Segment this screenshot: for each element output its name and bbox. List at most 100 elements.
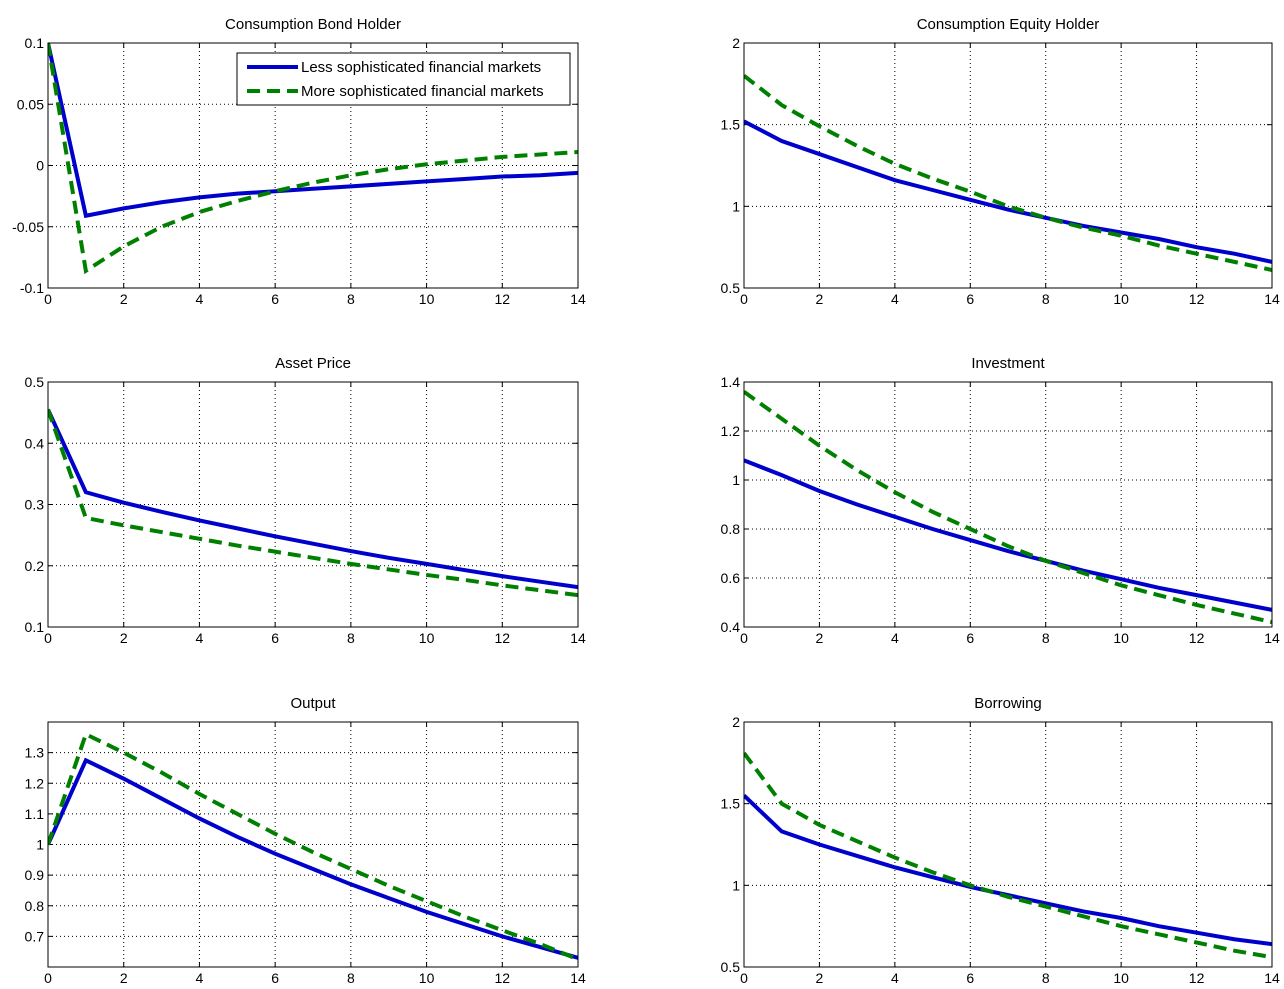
y-tick-label: 0.5 xyxy=(721,959,741,975)
series-line-more-sophisticated xyxy=(744,751,1272,960)
legend-label: More sophisticated financial markets xyxy=(301,83,544,100)
x-tick-label: 14 xyxy=(1264,630,1280,646)
chart-panel-6: 0 2 4 6 8 10 12 14 0.5 1 1.5 2 Borrowing xyxy=(721,695,1280,986)
legend-label: Less sophisticated financial markets xyxy=(301,59,541,76)
x-tick-label: 2 xyxy=(120,630,128,646)
x-tick-label: 0 xyxy=(740,970,748,986)
y-tick-label: 0.5 xyxy=(721,280,741,296)
y-tick-label: 0 xyxy=(36,158,44,174)
x-tick-label: 14 xyxy=(1264,970,1280,986)
plot-area xyxy=(744,43,1272,288)
plot-area xyxy=(744,722,1272,967)
x-tick-label: 8 xyxy=(1042,630,1050,646)
y-tick-label: 0.1 xyxy=(25,35,45,51)
x-tick-label: 0 xyxy=(44,970,52,986)
y-tick-label: -0.1 xyxy=(20,280,44,296)
y-tick-label: 1 xyxy=(732,472,740,488)
x-tick-label: 12 xyxy=(494,970,510,986)
x-tick-label: 14 xyxy=(570,630,586,646)
plot-area xyxy=(744,382,1272,627)
y-tick-label: 2 xyxy=(732,714,740,730)
y-tick-label: 0.7 xyxy=(25,928,45,944)
chart-title: Consumption Equity Holder xyxy=(917,16,1100,33)
legend: Less sophisticated financial markets More… xyxy=(236,52,571,106)
chart-panel-5: 0 2 4 6 8 10 12 14 0.7 0.8 0.9 1 1.1 1.2 1.3 Output xyxy=(25,695,586,986)
x-tick-label: 12 xyxy=(1189,630,1205,646)
y-tick-label: 1.2 xyxy=(721,423,741,439)
x-tick-label: 10 xyxy=(419,970,435,986)
y-tick-label: 0.3 xyxy=(25,497,45,513)
x-tick-label: 4 xyxy=(196,291,204,307)
x-tick-label: 8 xyxy=(1042,291,1050,307)
y-tick-label: 1 xyxy=(732,877,740,893)
axes-frame xyxy=(743,721,1273,968)
axes-frame xyxy=(47,42,579,289)
x-tick-label: 10 xyxy=(1113,970,1129,986)
x-tick-label: 6 xyxy=(271,970,279,986)
chart-title: Investment xyxy=(971,355,1045,372)
series-line-more-sophisticated xyxy=(744,390,1272,625)
chart-panel-2: 0 2 4 6 8 10 12 14 0.5 1 1.5 2 Consumption Equity Ho… xyxy=(721,16,1280,307)
x-tick-label: 14 xyxy=(570,970,586,986)
x-tick-label: 0 xyxy=(44,291,52,307)
x-tick-label: 10 xyxy=(419,291,435,307)
series-line-more-sophisticated xyxy=(48,43,578,275)
axes-frame xyxy=(743,381,1273,628)
y-tick-label: 1.1 xyxy=(25,806,45,822)
y-tick-label: 1.5 xyxy=(721,796,741,812)
series-line-more-sophisticated xyxy=(744,74,1272,272)
x-tick-label: 4 xyxy=(196,630,204,646)
legend-box xyxy=(236,52,571,106)
y-tick-label: 1.4 xyxy=(721,374,741,390)
y-tick-label: 0.2 xyxy=(25,558,45,574)
x-tick-label: 2 xyxy=(120,291,128,307)
chart-title: Consumption Bond Holder xyxy=(225,16,401,33)
y-tick-label: 0.5 xyxy=(25,374,45,390)
y-tick-label: 0.8 xyxy=(721,521,741,537)
series-line-less-sophisticated xyxy=(48,43,578,219)
y-tick-label: 2 xyxy=(732,35,740,51)
x-tick-label: 12 xyxy=(494,291,510,307)
x-tick-label: 2 xyxy=(120,970,128,986)
y-tick-label: 1.5 xyxy=(721,117,741,133)
x-tick-label: 6 xyxy=(271,291,279,307)
axes-frame xyxy=(47,381,579,628)
chart-title: Borrowing xyxy=(974,695,1042,712)
x-tick-label: 8 xyxy=(1042,970,1050,986)
x-tick-label: 4 xyxy=(891,630,899,646)
x-tick-label: 0 xyxy=(740,291,748,307)
x-tick-label: 0 xyxy=(740,630,748,646)
x-tick-label: 2 xyxy=(816,630,824,646)
x-tick-label: 6 xyxy=(966,970,974,986)
x-tick-label: 14 xyxy=(570,291,586,307)
x-tick-label: 10 xyxy=(1113,630,1129,646)
series-line-less-sophisticated xyxy=(744,458,1272,612)
y-tick-label: 0.8 xyxy=(25,898,45,914)
x-tick-label: 8 xyxy=(347,630,355,646)
x-tick-label: 0 xyxy=(44,630,52,646)
y-tick-label: 0.05 xyxy=(17,96,44,112)
x-tick-label: 2 xyxy=(816,970,824,986)
y-tick-label: 0.4 xyxy=(25,435,45,451)
x-tick-label: 6 xyxy=(966,291,974,307)
y-tick-label: 0.4 xyxy=(721,619,741,635)
series-line-less-sophisticated xyxy=(744,119,1272,264)
chart-panel-3: 0 2 4 6 8 10 12 14 0.1 0.2 0.3 0.4 0.5 Asset Price xyxy=(25,355,586,646)
series-line-less-sophisticated xyxy=(48,408,578,590)
axes-frame xyxy=(47,721,579,968)
chart-panel-4: 0 2 4 6 8 10 12 14 0.4 0.6 0.8 1 1.2 1.4 Investment xyxy=(721,355,1280,646)
y-tick-label: -0.05 xyxy=(12,219,44,235)
x-tick-label: 8 xyxy=(347,970,355,986)
x-tick-label: 10 xyxy=(419,630,435,646)
y-tick-label: 0.6 xyxy=(721,570,741,586)
x-tick-label: 4 xyxy=(891,970,899,986)
x-tick-label: 6 xyxy=(271,630,279,646)
x-tick-label: 12 xyxy=(494,630,510,646)
series-line-more-sophisticated xyxy=(48,731,578,962)
y-tick-label: 1.2 xyxy=(25,775,45,791)
x-tick-label: 10 xyxy=(1113,291,1129,307)
x-tick-label: 4 xyxy=(891,291,899,307)
axes-frame xyxy=(743,42,1273,289)
x-tick-label: 8 xyxy=(347,291,355,307)
y-tick-label: 0.9 xyxy=(25,867,45,883)
